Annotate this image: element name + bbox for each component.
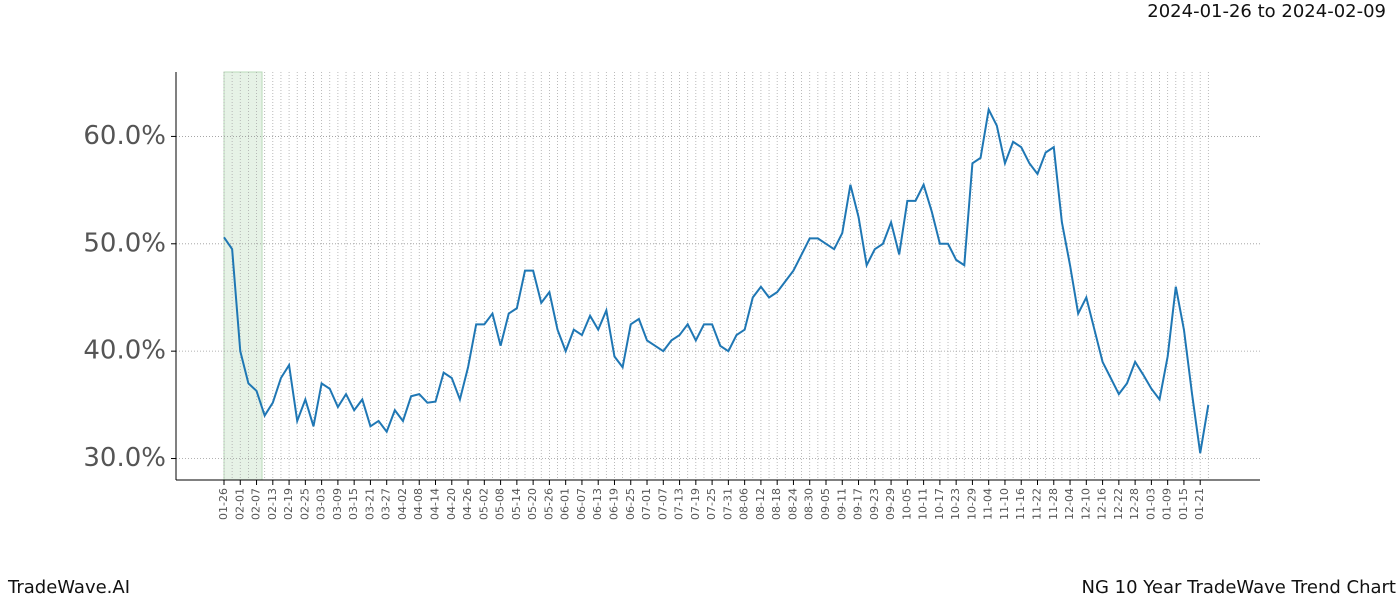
- x-tick-label: 10-11: [917, 488, 930, 520]
- x-tick-label: 11-22: [1031, 488, 1044, 520]
- x-tick-label: 09-17: [852, 488, 865, 520]
- trend-line: [223, 106, 1210, 454]
- x-tick-label: 04-08: [412, 488, 425, 520]
- x-tick-label: 07-07: [656, 488, 669, 520]
- x-tick-label: 01-26: [217, 488, 230, 520]
- y-tick-label: 40.0%: [83, 336, 166, 366]
- x-tick-label: 04-20: [445, 488, 458, 520]
- y-tick-label: 30.0%: [83, 443, 166, 473]
- x-tick-label: 08-06: [738, 488, 751, 520]
- x-tick-label: 08-30: [803, 488, 816, 520]
- x-tick-label: 01-21: [1193, 488, 1206, 520]
- x-tick-label: 12-16: [1096, 488, 1109, 520]
- x-tick-label: 06-19: [607, 488, 620, 520]
- x-tick-label: 02-19: [282, 488, 295, 520]
- x-tick-label: 03-27: [380, 488, 393, 520]
- x-tick-label: 03-21: [363, 488, 376, 520]
- x-tick-label: 05-14: [510, 488, 523, 520]
- x-tick-label: 07-01: [640, 488, 653, 520]
- x-tick-label: 04-26: [461, 488, 474, 520]
- chart-subtitle: 2024-01-26 to 2024-02-09: [1147, 1, 1386, 22]
- x-tick-label: 02-07: [250, 488, 263, 520]
- x-tick-label: 03-09: [331, 488, 344, 520]
- grid: [176, 72, 1260, 480]
- x-tick-label: 06-07: [575, 488, 588, 520]
- x-tick-label: 08-12: [754, 488, 767, 520]
- x-tick-label: 06-01: [559, 488, 572, 520]
- x-tick-label: 10-29: [965, 488, 978, 520]
- x-tick-label: 07-31: [721, 488, 734, 520]
- plot: [223, 106, 1210, 454]
- x-tick-label: 09-05: [819, 488, 832, 520]
- x-tick-label: 12-28: [1128, 488, 1141, 520]
- x-tick-label: 11-16: [1014, 488, 1027, 520]
- x-tick-label: 05-20: [526, 488, 539, 520]
- x-tick-label: 01-09: [1161, 488, 1174, 520]
- highlight-span: [223, 71, 263, 481]
- x-tick-label: 01-03: [1144, 488, 1157, 520]
- x-tick-label: 01-15: [1177, 488, 1190, 520]
- x-tick-label: 07-19: [689, 488, 702, 520]
- x-tick-label: 11-28: [1047, 488, 1060, 520]
- x-tick-label: 02-25: [298, 488, 311, 520]
- x-tick-label: 06-13: [591, 488, 604, 520]
- x-tick-label: 12-04: [1063, 488, 1076, 520]
- x-tick-label: 11-10: [998, 488, 1011, 520]
- x-tick-label: 12-10: [1079, 488, 1092, 520]
- x-tick-label: 04-14: [429, 488, 442, 520]
- x-tick-label: 08-24: [786, 488, 799, 520]
- y-tick-label: 50.0%: [83, 228, 166, 258]
- x-tick-label: 05-26: [542, 488, 555, 520]
- x-tick-label: 03-15: [347, 488, 360, 520]
- x-tick-label: 04-02: [396, 488, 409, 520]
- x-tick-label: 08-18: [770, 488, 783, 520]
- x-tick-label: 02-13: [266, 488, 279, 520]
- x-tick-label: 09-23: [868, 488, 881, 520]
- x-tick-label: 10-05: [900, 488, 913, 520]
- x-tick-label: 12-22: [1112, 488, 1125, 520]
- x-tick-label: 11-04: [982, 488, 995, 520]
- x-tick-label: 09-11: [835, 488, 848, 520]
- x-tick-label: 07-13: [673, 488, 686, 520]
- x-tick-label: 03-03: [315, 488, 328, 520]
- x-tick-label: 06-25: [624, 488, 637, 520]
- brand: TradeWave.AI: [7, 577, 130, 598]
- chart-title: NG 10 Year TradeWave Trend Chart: [1082, 577, 1396, 598]
- y-tick-label: 60.0%: [83, 121, 166, 151]
- x-tick-label: 10-23: [949, 488, 962, 520]
- x-tick-label: 05-08: [494, 488, 507, 520]
- x-tick-label: 09-29: [884, 488, 897, 520]
- x-tick-label: 10-17: [933, 488, 946, 520]
- x-tick-label: 07-25: [705, 488, 718, 520]
- x-tick-label: 05-02: [477, 488, 490, 520]
- x-tick-label: 02-01: [233, 488, 246, 520]
